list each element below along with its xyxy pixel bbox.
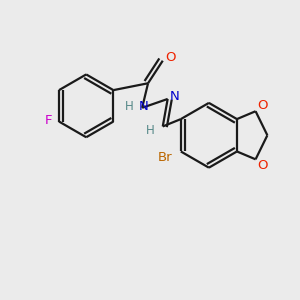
Text: O: O <box>257 159 268 172</box>
Text: O: O <box>165 51 176 64</box>
Text: F: F <box>44 114 52 127</box>
Text: Br: Br <box>158 151 172 164</box>
Text: O: O <box>257 99 268 112</box>
Text: H: H <box>146 124 154 137</box>
Text: H: H <box>125 100 134 113</box>
Text: N: N <box>170 89 179 103</box>
Text: N: N <box>139 100 149 113</box>
